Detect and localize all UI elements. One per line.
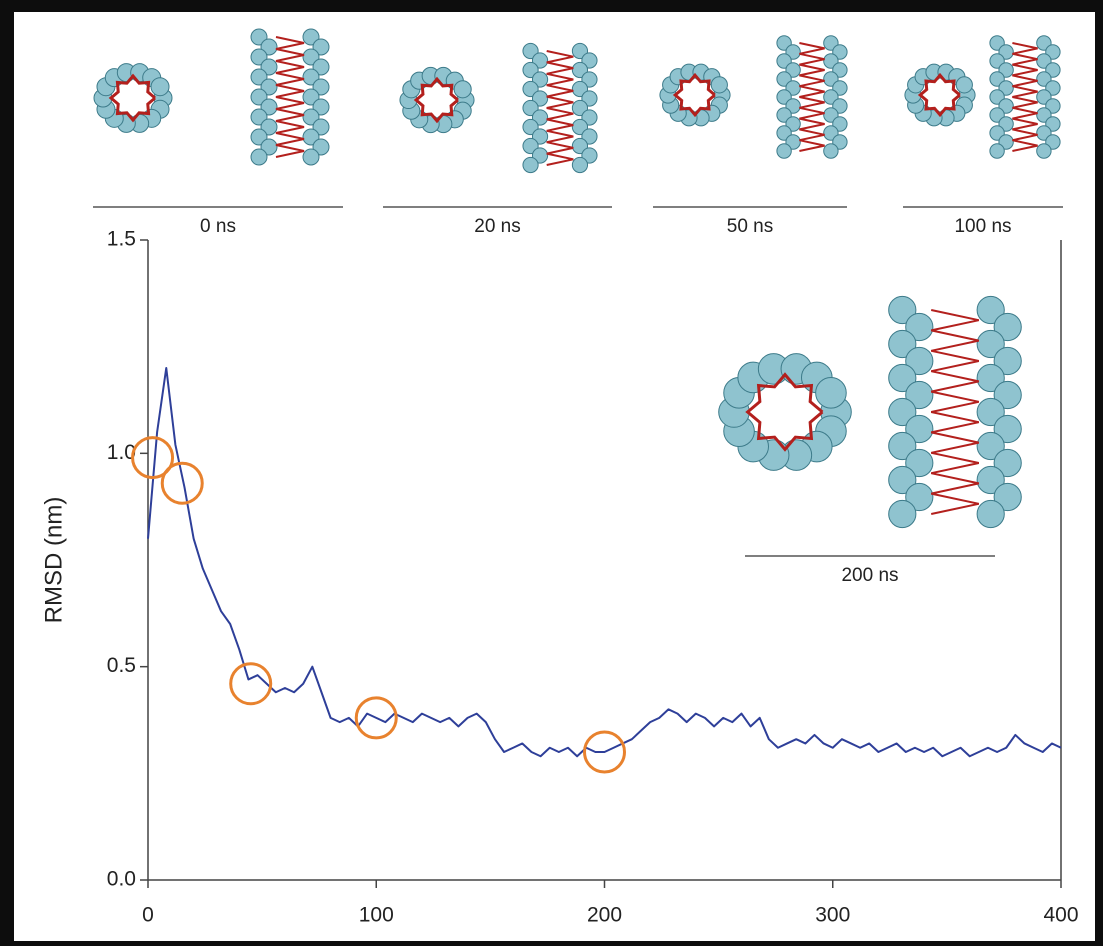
snapshot-label: 20 ns bbox=[474, 216, 520, 237]
molecule-part bbox=[976, 499, 1005, 529]
molecule-part bbox=[413, 76, 459, 124]
molecule-part bbox=[930, 309, 980, 515]
molecule-part bbox=[993, 414, 1022, 444]
y-tick-label: 0.0 bbox=[107, 868, 136, 891]
molecule-part bbox=[888, 363, 917, 393]
molecule-part bbox=[917, 72, 961, 118]
highlight-circle bbox=[354, 696, 398, 740]
molecule-part bbox=[150, 77, 170, 97]
molecule-part bbox=[710, 76, 728, 94]
molecule-part bbox=[993, 380, 1022, 410]
x-tick-label: 300 bbox=[815, 904, 850, 927]
x-tick-label: 0 bbox=[142, 904, 154, 927]
molecule-part bbox=[976, 397, 1005, 427]
molecule-part bbox=[993, 448, 1022, 478]
molecule-part bbox=[976, 295, 1005, 325]
molecule-part bbox=[888, 329, 917, 359]
highlight-circle bbox=[131, 436, 175, 480]
molecule-part bbox=[799, 42, 825, 152]
molecule-part bbox=[888, 397, 917, 427]
highlight-circle bbox=[229, 662, 273, 706]
molecule-snapshot bbox=[904, 35, 1061, 159]
molecule-part bbox=[976, 363, 1005, 393]
y-tick-label: 1.5 bbox=[107, 228, 136, 251]
molecule-part bbox=[250, 148, 268, 166]
highlight-circle bbox=[583, 730, 626, 774]
molecule-part bbox=[275, 36, 305, 158]
molecule-snapshot bbox=[93, 28, 330, 166]
y-axis-label: RMSD (nm) bbox=[40, 497, 67, 624]
molecule-part bbox=[976, 465, 1005, 495]
molecule-part bbox=[905, 346, 934, 376]
molecule-part bbox=[989, 143, 1005, 159]
molecule-part bbox=[453, 80, 472, 99]
molecule-snapshot bbox=[718, 295, 1022, 529]
molecule-part bbox=[815, 377, 847, 409]
molecule-part bbox=[1036, 143, 1052, 159]
molecule-part bbox=[905, 482, 934, 512]
snapshot-label: 50 ns bbox=[727, 216, 773, 237]
rmsd-line bbox=[147, 367, 1062, 758]
x-tick-label: 100 bbox=[359, 904, 394, 927]
molecule-part bbox=[993, 312, 1022, 342]
molecule-part bbox=[546, 50, 574, 166]
molecule-part bbox=[672, 72, 716, 118]
molecule-part bbox=[745, 372, 824, 452]
snapshot-label: 0 ns bbox=[200, 216, 236, 237]
x-tick-label: 200 bbox=[587, 904, 622, 927]
molecule-part bbox=[823, 143, 839, 159]
molecule-part bbox=[976, 329, 1005, 359]
y-tick-label: 1.0 bbox=[107, 441, 136, 464]
molecule-part bbox=[905, 448, 934, 478]
highlight-circle bbox=[160, 461, 204, 505]
molecule-part bbox=[993, 482, 1022, 512]
y-tick-label: 0.5 bbox=[107, 654, 136, 677]
molecule-part bbox=[905, 380, 934, 410]
molecule-snapshot bbox=[659, 35, 848, 159]
molecule-part bbox=[905, 312, 934, 342]
x-tick-label: 400 bbox=[1043, 904, 1078, 927]
molecule-part bbox=[888, 465, 917, 495]
molecule-part bbox=[776, 143, 792, 159]
molecule-part bbox=[955, 76, 973, 94]
molecule-part bbox=[888, 431, 917, 461]
molecule-part bbox=[108, 73, 156, 123]
molecule-part bbox=[905, 414, 934, 444]
molecule-part bbox=[993, 346, 1022, 376]
snapshot-label: 200 ns bbox=[841, 565, 898, 586]
molecule-part bbox=[976, 431, 1005, 461]
molecule-snapshot bbox=[399, 42, 598, 174]
molecule-part bbox=[522, 156, 539, 174]
molecule-part bbox=[888, 295, 917, 325]
molecule-part bbox=[302, 148, 320, 166]
molecule-part bbox=[888, 499, 917, 529]
molecule-part bbox=[571, 156, 589, 174]
snapshot-label: 100 ns bbox=[954, 216, 1011, 237]
molecule-part bbox=[1012, 42, 1038, 152]
